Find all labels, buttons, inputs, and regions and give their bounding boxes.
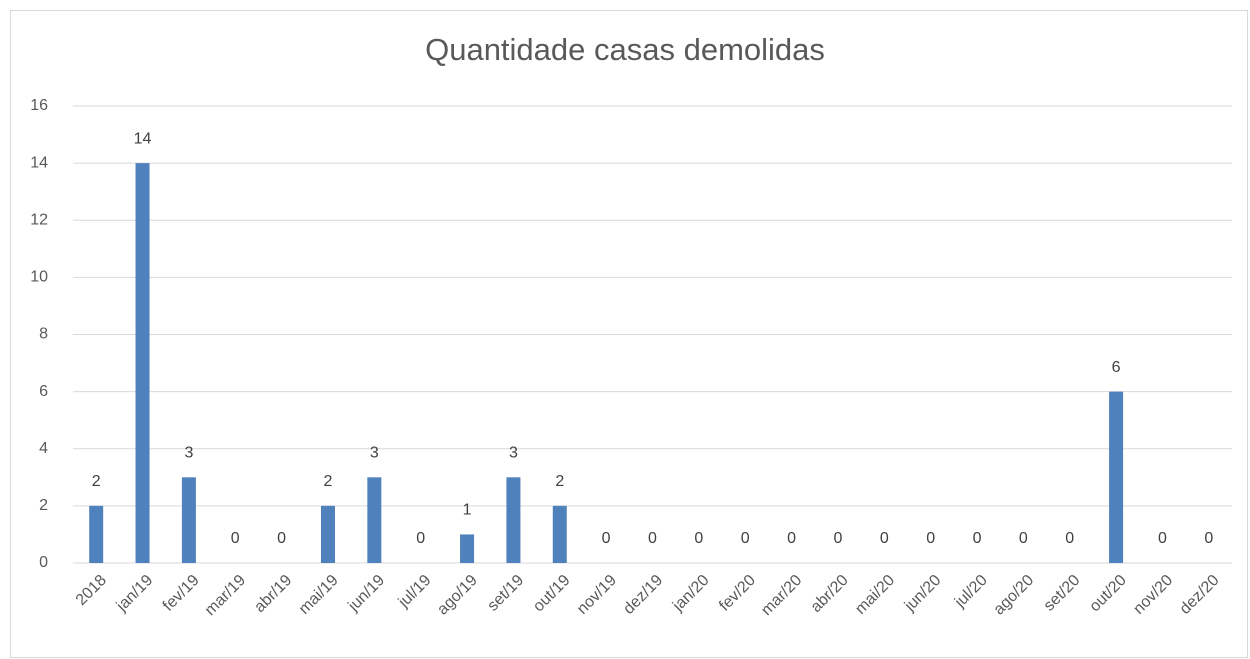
bar	[552, 505, 567, 563]
bar	[135, 163, 150, 563]
bar	[181, 477, 196, 563]
data-label: 3	[370, 445, 379, 462]
y-tick-label: 6	[39, 383, 48, 400]
data-label: 0	[833, 530, 842, 547]
data-label: 0	[973, 530, 982, 547]
data-label: 3	[509, 445, 518, 462]
data-label: 0	[694, 530, 703, 547]
data-label: 2	[92, 473, 101, 490]
data-label: 2	[324, 473, 333, 490]
data-label: 0	[602, 530, 611, 547]
data-label: 2	[555, 473, 564, 490]
bar	[320, 505, 335, 563]
y-tick-label: 2	[39, 497, 48, 514]
data-label: 1	[463, 502, 472, 519]
data-label: 14	[134, 130, 152, 147]
data-label: 0	[277, 530, 286, 547]
y-tick-label: 4	[39, 440, 48, 457]
y-tick-label: 0	[39, 554, 48, 571]
data-label: 3	[184, 445, 193, 462]
bar	[89, 505, 104, 563]
data-label: 0	[231, 530, 240, 547]
bar	[506, 477, 521, 563]
y-tick-label: 8	[39, 326, 48, 343]
bar	[460, 534, 475, 563]
data-label: 0	[926, 530, 935, 547]
data-label: 0	[741, 530, 750, 547]
bar	[1109, 391, 1124, 563]
data-label: 0	[1158, 530, 1167, 547]
y-tick-label: 14	[30, 154, 48, 171]
y-tick-label: 16	[30, 97, 48, 114]
data-label: 0	[648, 530, 657, 547]
y-tick-label: 10	[30, 269, 48, 286]
y-tick-label: 12	[30, 211, 48, 228]
data-label: 6	[1112, 359, 1121, 376]
data-label: 0	[787, 530, 796, 547]
bar	[367, 477, 382, 563]
data-label: 0	[880, 530, 889, 547]
chart-title: Quantidade casas demolidas	[425, 32, 825, 67]
data-label: 0	[1204, 530, 1213, 547]
data-label: 0	[1065, 530, 1074, 547]
data-label: 0	[1019, 530, 1028, 547]
data-label: 0	[416, 530, 425, 547]
